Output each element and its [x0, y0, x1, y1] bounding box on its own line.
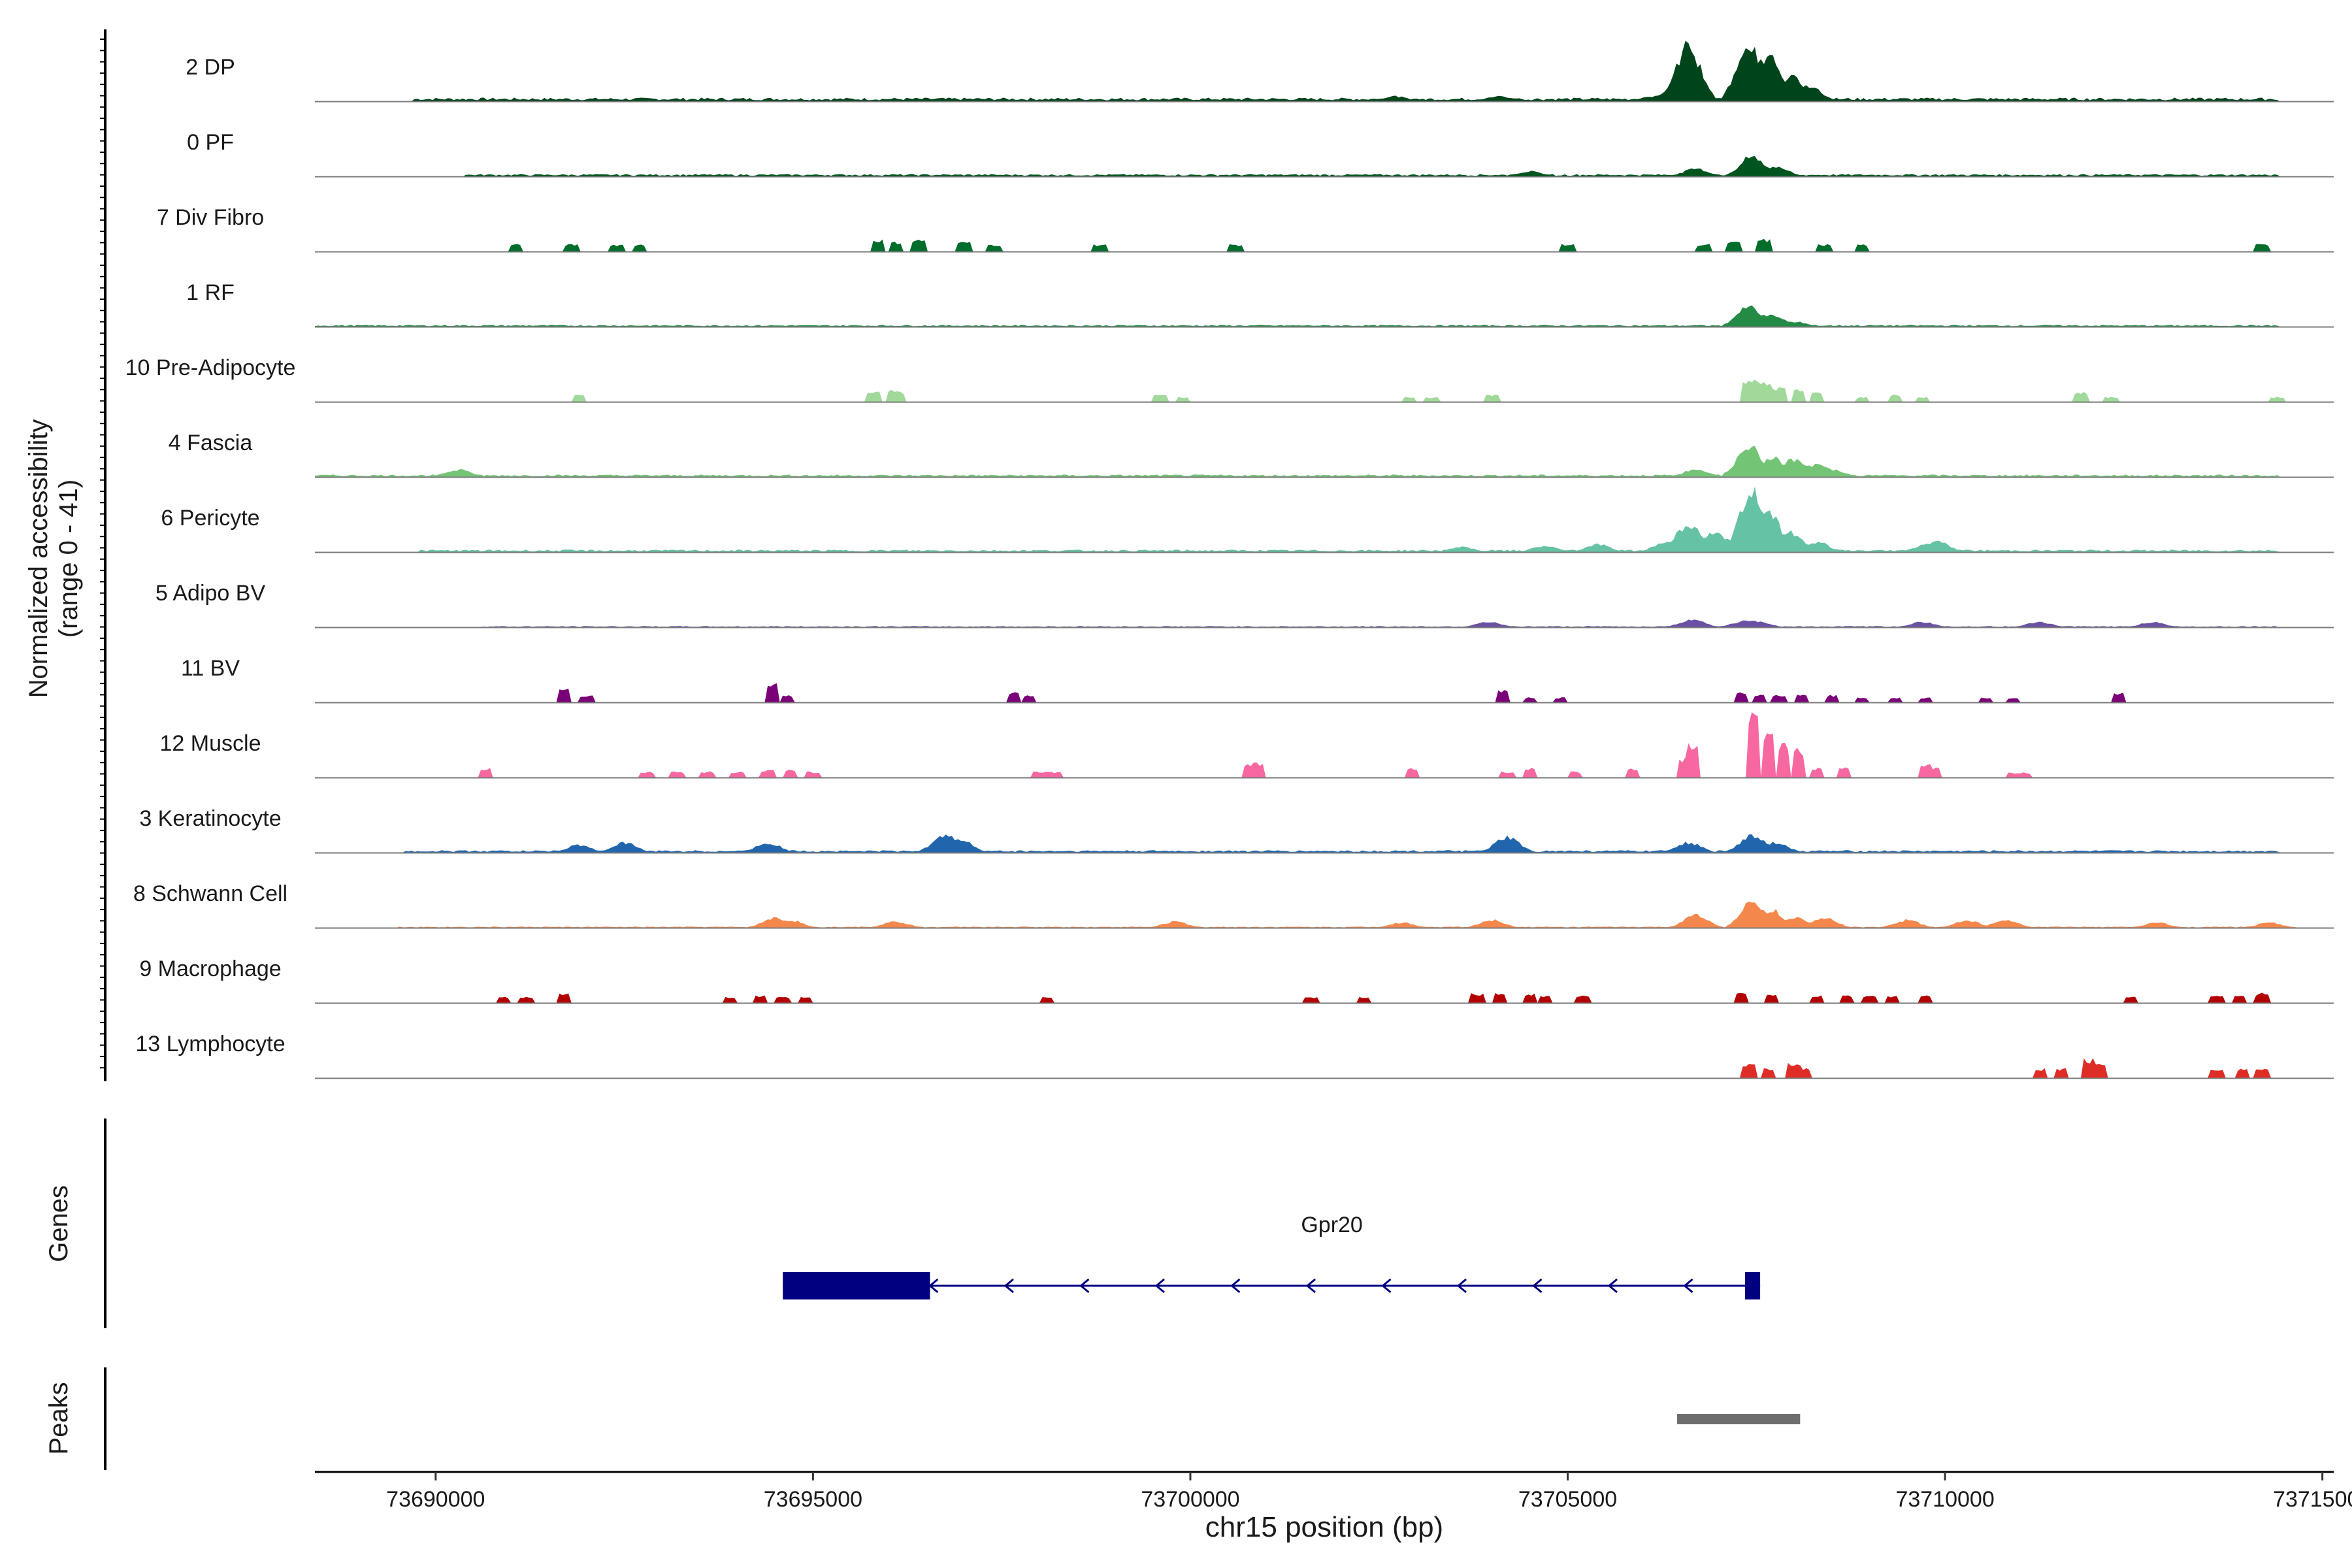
track-12-muscle — [315, 712, 2334, 779]
track-8-schwann-cell — [315, 902, 2334, 929]
peak-regions — [1677, 1414, 1801, 1424]
coverage-area — [315, 1058, 2334, 1078]
track-label: 2 DP — [186, 55, 235, 80]
peak-region — [1677, 1414, 1801, 1424]
coverage-area — [315, 41, 2334, 101]
track-labels: 2 DP 0 PF 7 Div Fibro 1 RF 10 Pre-Adipocyte 4… — [125, 55, 296, 1056]
coverage-area — [315, 902, 2334, 928]
track-label: 10 Pre-Adipocyte — [125, 355, 296, 380]
track-label: 11 BV — [181, 656, 240, 681]
coverage-area — [315, 238, 2334, 252]
gene-name-label: Gpr20 — [1301, 1213, 1363, 1237]
track-label: 13 Lymphocyte — [135, 1032, 285, 1056]
coverage-tracks — [315, 41, 2334, 1079]
x-tick-label: 73695000 — [764, 1487, 862, 1512]
gene-exon — [1744, 1272, 1761, 1299]
y-axis-line — [100, 29, 106, 1081]
track-label: 8 Schwann Cell — [133, 881, 287, 906]
track-label: 4 Fascia — [169, 431, 253, 455]
y-axis-subtitle: (range 0 - 41) — [54, 480, 83, 638]
strand-arrow — [1004, 1278, 1014, 1294]
strand-arrow — [1381, 1278, 1392, 1294]
coverage-area — [315, 446, 2334, 477]
track-4-fascia — [315, 446, 2334, 478]
track-11-bv — [315, 683, 2334, 704]
gene-model — [783, 1272, 1761, 1299]
x-tick-label: 73705000 — [1518, 1487, 1617, 1512]
x-tick-label: 73715000 — [2273, 1487, 2352, 1512]
track-5-adipo-bv — [315, 619, 2334, 629]
track-label: 1 RF — [186, 280, 235, 305]
coverage-area — [315, 683, 2334, 702]
strand-arrow — [1305, 1278, 1316, 1294]
track-1-rf — [315, 305, 2334, 328]
track-13-lymphocyte — [315, 1058, 2334, 1079]
strand-arrow — [928, 1278, 939, 1294]
track-9-macrophage — [315, 992, 2334, 1004]
track-6-pericyte — [315, 487, 2334, 553]
coverage-area — [315, 712, 2334, 777]
y-axis-title: Normalized accessibility — [24, 419, 53, 698]
coverage-area — [315, 619, 2334, 627]
track-label: 9 Macrophage — [139, 956, 281, 981]
strand-arrow — [1607, 1278, 1618, 1294]
track-label: 5 Adipo BV — [155, 581, 266, 606]
track-7-div-fibro — [315, 238, 2334, 253]
coverage-area — [315, 992, 2334, 1003]
x-axis-ticks: 73690000 73695000 73700000 73705000 73710000… — [386, 1472, 2352, 1512]
strand-arrow — [1230, 1278, 1241, 1294]
genes-track-label: Genes — [44, 1185, 73, 1262]
coverage-area — [315, 487, 2334, 552]
strand-arrow — [1532, 1278, 1543, 1294]
peaks-track-label: Peaks — [44, 1382, 73, 1454]
coverage-area — [315, 834, 2334, 853]
track-10-pre-adipocyte — [315, 380, 2334, 403]
track-label: 6 Pericyte — [161, 506, 259, 531]
x-axis-title: chr15 position (bp) — [1205, 1511, 1443, 1543]
coverage-area — [315, 155, 2334, 176]
strand-arrow — [1154, 1278, 1165, 1294]
strand-arrow — [1079, 1278, 1090, 1294]
track-label: 0 PF — [187, 130, 234, 155]
coverage-area — [315, 380, 2334, 402]
x-tick-label: 73710000 — [1895, 1487, 1994, 1512]
x-tick-label: 73690000 — [386, 1487, 485, 1512]
track-label: 12 Muscle — [160, 731, 261, 756]
track-2-dp — [315, 41, 2334, 103]
gene-exon — [783, 1272, 930, 1299]
strand-arrow — [1456, 1278, 1467, 1294]
x-tick-label: 73700000 — [1141, 1487, 1239, 1512]
track-label: 3 Keratinocyte — [139, 806, 281, 831]
track-3-keratinocyte — [315, 834, 2334, 854]
track-0-pf — [315, 155, 2334, 178]
track-label: 7 Div Fibro — [157, 205, 264, 230]
strand-arrow — [1683, 1278, 1693, 1294]
coverage-area — [315, 305, 2334, 327]
